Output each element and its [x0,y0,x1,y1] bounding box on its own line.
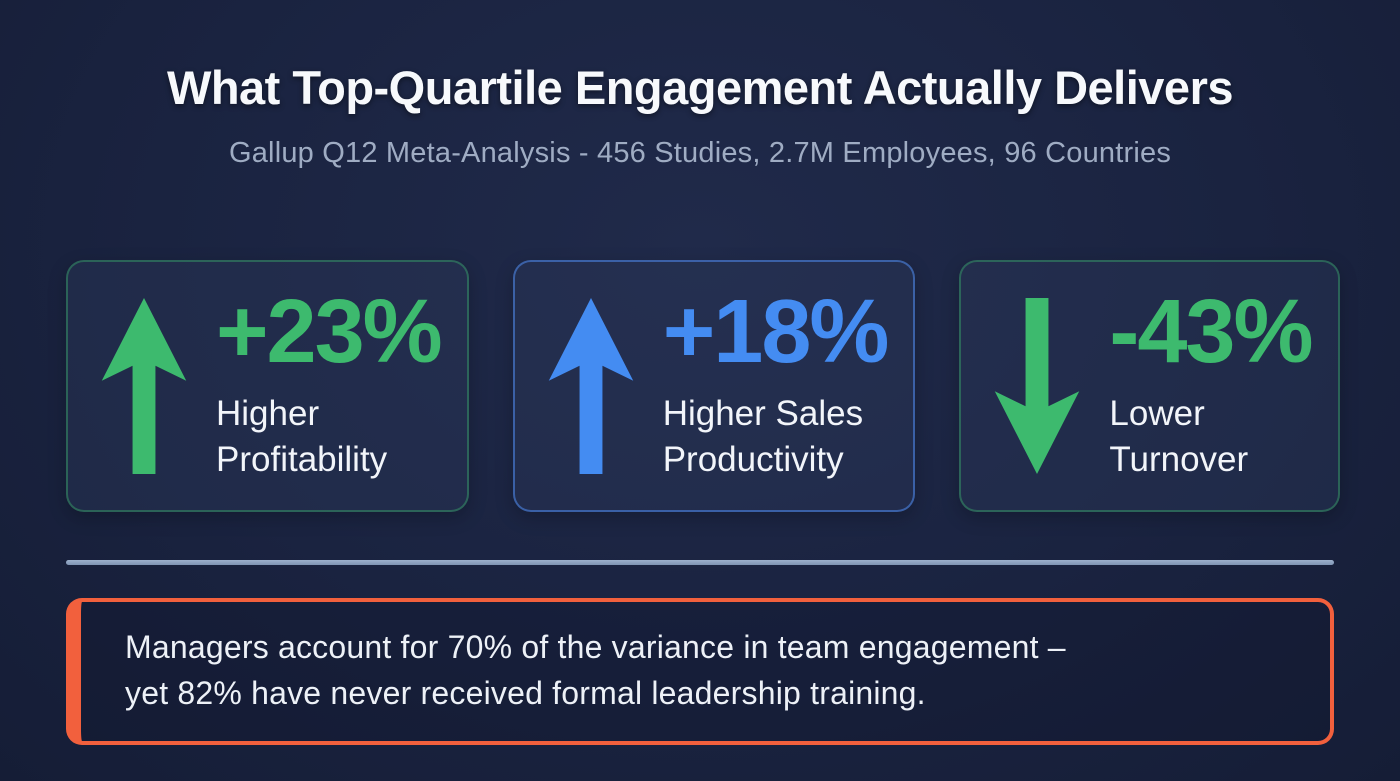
stat-value: +23% [216,281,443,382]
stat-card-text: -43% Lower Turnover [1109,281,1313,483]
arrow-up-icon [101,298,187,474]
stat-card-text: +23% Higher Profitability [216,281,443,483]
stat-card-sales-productivity: +18% Higher Sales Productivity [512,260,916,512]
callout-box: Managers account for 70% of the variance… [66,598,1334,745]
divider [66,560,1334,565]
arrow-down-icon [995,298,1080,474]
callout-text-line-1: Managers account for 70% of the variance… [125,629,1066,665]
page-subtitle: Gallup Q12 Meta-Analysis - 456 Studies, … [228,137,1172,169]
page-title: What Top-Quartile Engagement Actually De… [166,61,1234,114]
stat-value: -43% [1109,281,1313,382]
stat-card-text: +18% Higher Sales Productivity [662,281,890,483]
stat-cards-row: +23% Higher Profitability +18% Higher Sa… [66,260,1340,512]
callout-text-line-2: yet 82% have never received formal leade… [125,675,926,712]
stat-label: Higher Profitability [216,394,388,479]
stat-card-turnover: -43% Lower Turnover [959,260,1340,512]
stat-value: +18% [662,281,890,382]
stat-label: Lower Turnover [1109,394,1249,479]
stat-label: Higher Sales Productivity [662,394,864,479]
stat-card-profitability: +23% Higher Profitability [66,260,469,512]
arrow-up-icon [548,298,633,474]
